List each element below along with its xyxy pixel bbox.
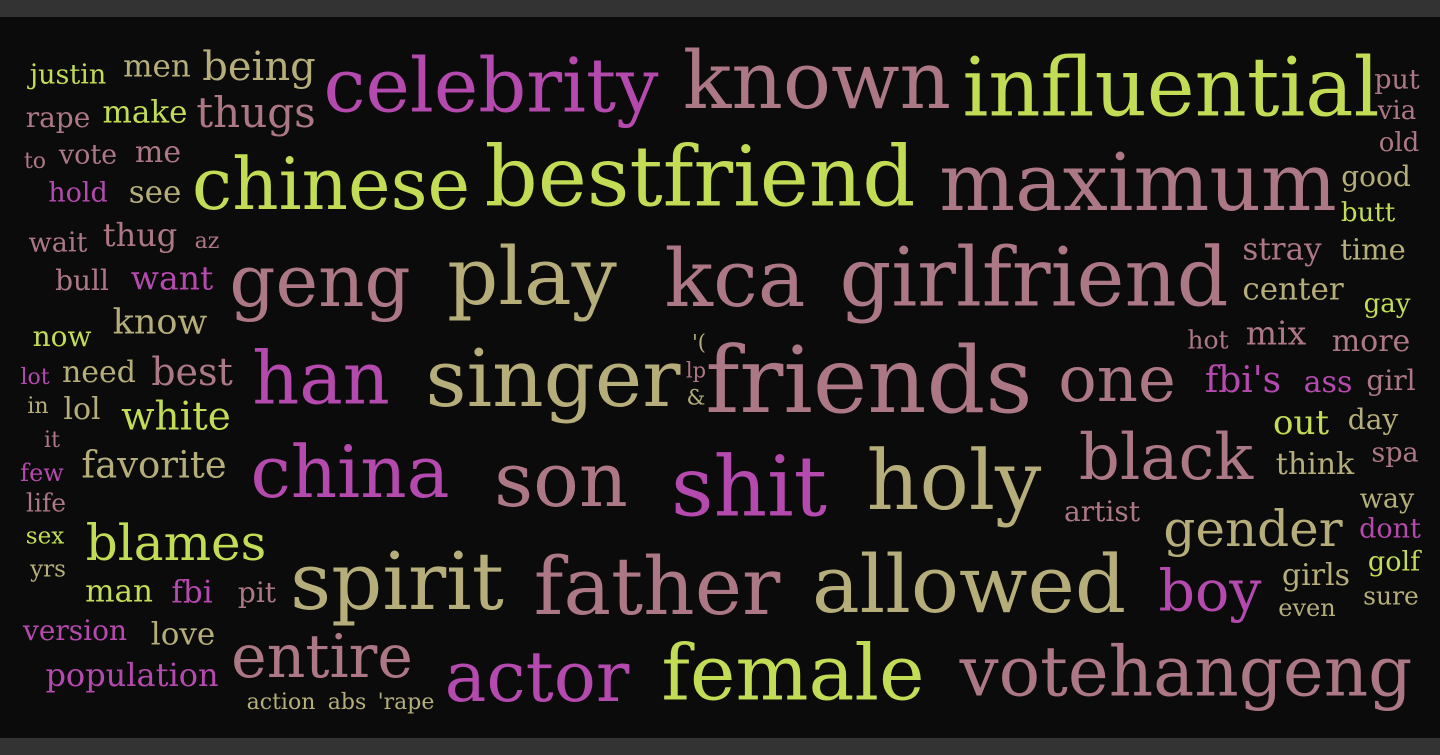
word: play xyxy=(447,230,617,323)
word: girls xyxy=(1281,558,1351,593)
word: thug xyxy=(102,216,178,254)
word: stray xyxy=(1242,231,1322,268)
word-cloud: justin men being celebrity known influen… xyxy=(0,17,1440,738)
word: via xyxy=(1377,96,1417,126)
word: time xyxy=(1340,232,1406,267)
word: fbi's xyxy=(1204,360,1282,401)
word: more xyxy=(1331,324,1411,359)
word: hot xyxy=(1187,325,1229,355)
word: need xyxy=(61,355,137,390)
word: bestfriend xyxy=(484,128,916,226)
word: being xyxy=(202,44,316,90)
word: entire xyxy=(231,622,413,692)
word: day xyxy=(1347,403,1399,436)
word: love xyxy=(150,616,216,653)
word: influential xyxy=(962,41,1380,136)
word: '( xyxy=(692,330,706,355)
word: see xyxy=(128,174,182,211)
word: geng xyxy=(229,239,411,323)
word: now xyxy=(32,320,92,353)
word: son xyxy=(494,435,628,524)
word: spirit xyxy=(290,535,504,628)
word: to xyxy=(23,149,47,174)
word: lp xyxy=(685,358,707,383)
word: put xyxy=(1374,64,1420,96)
word: bull xyxy=(55,264,109,297)
word: az xyxy=(194,229,220,254)
word: think xyxy=(1275,447,1355,482)
word: gay xyxy=(1363,289,1411,319)
word: want xyxy=(130,258,214,298)
word: old xyxy=(1378,128,1420,158)
word: votehangeng xyxy=(959,632,1413,713)
word: one xyxy=(1058,343,1176,417)
word: abs xyxy=(327,690,367,715)
word: dont xyxy=(1359,513,1421,545)
word: rape xyxy=(25,101,91,134)
word: man xyxy=(85,573,153,610)
word: father xyxy=(533,540,781,633)
word: known xyxy=(682,34,952,127)
word: maximum xyxy=(939,136,1337,229)
word: it xyxy=(44,428,60,453)
word: good xyxy=(1341,160,1411,193)
word: golf xyxy=(1367,546,1421,578)
word: shit xyxy=(671,438,827,536)
word: holy xyxy=(866,434,1042,529)
word: female xyxy=(661,629,925,719)
word: girlfriend xyxy=(839,231,1229,326)
word: white xyxy=(121,394,231,440)
word: black xyxy=(1078,421,1254,495)
word: sure xyxy=(1363,581,1419,611)
word: vote xyxy=(58,139,118,171)
word: china xyxy=(250,430,450,514)
word: & xyxy=(686,385,706,410)
word: me xyxy=(134,135,182,170)
word: friends xyxy=(705,327,1033,434)
word: ass xyxy=(1303,365,1353,400)
word: allowed xyxy=(811,538,1127,631)
word: kca xyxy=(664,232,806,325)
word: hold xyxy=(48,177,108,209)
word: out xyxy=(1272,403,1330,443)
word: 'rape xyxy=(377,690,435,715)
word: way xyxy=(1359,483,1415,515)
word: singer xyxy=(425,332,681,425)
word: version xyxy=(23,614,127,647)
word: favorite xyxy=(81,443,227,487)
word: lot xyxy=(20,365,50,390)
word: justin xyxy=(29,59,107,91)
word: population xyxy=(45,656,219,694)
word: even xyxy=(1278,594,1336,622)
word: thugs xyxy=(196,88,316,137)
word: know xyxy=(112,302,208,343)
word: butt xyxy=(1340,198,1396,228)
word: life xyxy=(25,488,67,518)
word: yrs xyxy=(30,556,66,583)
word: girl xyxy=(1366,364,1416,397)
word: action xyxy=(246,690,316,715)
word: actor xyxy=(444,636,630,718)
word: best xyxy=(151,350,233,394)
word: fbi xyxy=(171,574,213,611)
word: in xyxy=(27,394,49,419)
word: celebrity xyxy=(323,41,659,130)
word: pit xyxy=(237,576,277,609)
word: sex xyxy=(25,523,65,550)
word: han xyxy=(252,336,390,422)
word: mix xyxy=(1245,313,1307,353)
word: artist xyxy=(1064,495,1140,528)
word: men xyxy=(123,48,191,85)
word: center xyxy=(1242,271,1344,308)
word: few xyxy=(20,459,64,487)
word: spa xyxy=(1371,437,1419,469)
word: make xyxy=(102,94,188,131)
word: wait xyxy=(28,227,88,259)
word: chinese xyxy=(191,142,471,226)
word: gender xyxy=(1163,500,1343,558)
word: boy xyxy=(1158,558,1262,625)
word: lol xyxy=(63,392,101,427)
word: blames xyxy=(85,514,267,572)
